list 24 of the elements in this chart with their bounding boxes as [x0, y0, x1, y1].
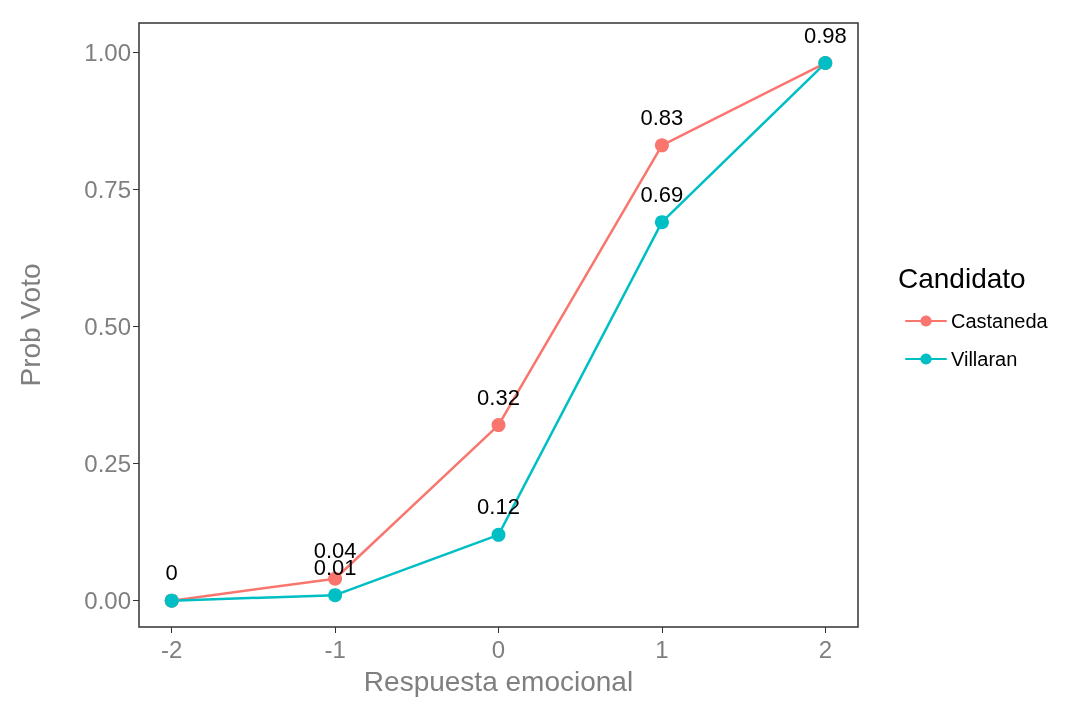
x-axis-title: Respuesta emocional	[363, 665, 634, 697]
point	[654, 215, 669, 230]
legend-label: Castaneda	[951, 310, 1049, 332]
point	[328, 588, 343, 603]
x-tick-label: -2	[161, 635, 183, 663]
x-tick-label: 1	[655, 635, 669, 663]
point	[491, 418, 506, 433]
legend-label: Villaran	[951, 348, 1018, 370]
data-label: 0	[165, 560, 178, 586]
data-label: 0.98	[803, 22, 847, 48]
x-tick-label: 0	[491, 635, 506, 663]
y-tick-label: 0.75	[84, 175, 131, 203]
y-tick-label: 0.50	[84, 312, 131, 340]
y-axis-title: Prob Voto	[14, 263, 46, 387]
point	[654, 138, 669, 153]
data-label: 0.69	[640, 181, 684, 207]
point	[491, 527, 506, 542]
y-tick-label: 0.00	[84, 587, 131, 615]
x-tick-label: 2	[818, 635, 832, 663]
legend-title: Candidato	[898, 262, 1026, 294]
y-tick-label: 1.00	[84, 38, 131, 66]
y-tick-label: 0.25	[84, 450, 131, 478]
data-label: 0.83	[640, 104, 684, 130]
x-tick-label: -1	[324, 635, 346, 663]
